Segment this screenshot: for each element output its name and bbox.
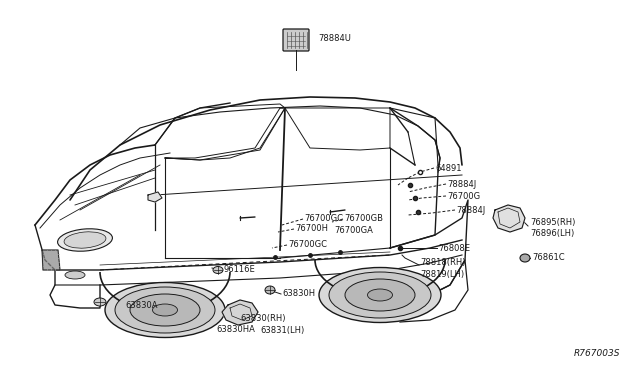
Text: 78884J: 78884J — [456, 205, 485, 215]
Ellipse shape — [115, 287, 215, 333]
Ellipse shape — [152, 304, 177, 316]
Ellipse shape — [130, 294, 200, 326]
Ellipse shape — [319, 267, 441, 323]
Polygon shape — [222, 300, 258, 325]
Text: 63830A: 63830A — [125, 301, 157, 311]
Text: 76700GC: 76700GC — [304, 214, 343, 222]
Polygon shape — [42, 250, 60, 270]
Text: 76808E: 76808E — [438, 244, 470, 253]
Ellipse shape — [64, 232, 106, 248]
FancyBboxPatch shape — [283, 29, 309, 51]
Text: 78884J: 78884J — [447, 180, 476, 189]
Ellipse shape — [94, 298, 106, 306]
Text: R767003S: R767003S — [573, 349, 620, 358]
Text: 76895(RH): 76895(RH) — [530, 218, 575, 227]
Text: 63830HA: 63830HA — [216, 326, 255, 334]
Text: 76700GC: 76700GC — [288, 240, 327, 248]
Text: 76896(LH): 76896(LH) — [530, 228, 574, 237]
Text: 63831(LH): 63831(LH) — [260, 326, 304, 334]
Text: 76700GA: 76700GA — [334, 225, 373, 234]
Ellipse shape — [58, 229, 113, 251]
Text: 63830H: 63830H — [282, 289, 315, 298]
Ellipse shape — [265, 286, 275, 294]
Ellipse shape — [329, 272, 431, 318]
Text: 64891: 64891 — [435, 164, 461, 173]
Ellipse shape — [367, 289, 392, 301]
Ellipse shape — [345, 279, 415, 311]
Text: 78884U: 78884U — [318, 33, 351, 42]
Text: 76700GB: 76700GB — [344, 214, 383, 222]
Text: 78818(RH): 78818(RH) — [420, 259, 465, 267]
Ellipse shape — [105, 282, 225, 337]
Polygon shape — [493, 205, 525, 232]
Text: 63830(RH): 63830(RH) — [240, 314, 285, 323]
Text: 78819(LH): 78819(LH) — [420, 269, 464, 279]
Text: 76700G: 76700G — [447, 192, 480, 201]
Text: 96116E: 96116E — [223, 266, 255, 275]
Text: 76700H: 76700H — [295, 224, 328, 232]
Ellipse shape — [213, 266, 223, 273]
Ellipse shape — [65, 271, 85, 279]
Text: 76861C: 76861C — [532, 253, 564, 263]
Ellipse shape — [520, 254, 530, 262]
Polygon shape — [148, 192, 162, 202]
